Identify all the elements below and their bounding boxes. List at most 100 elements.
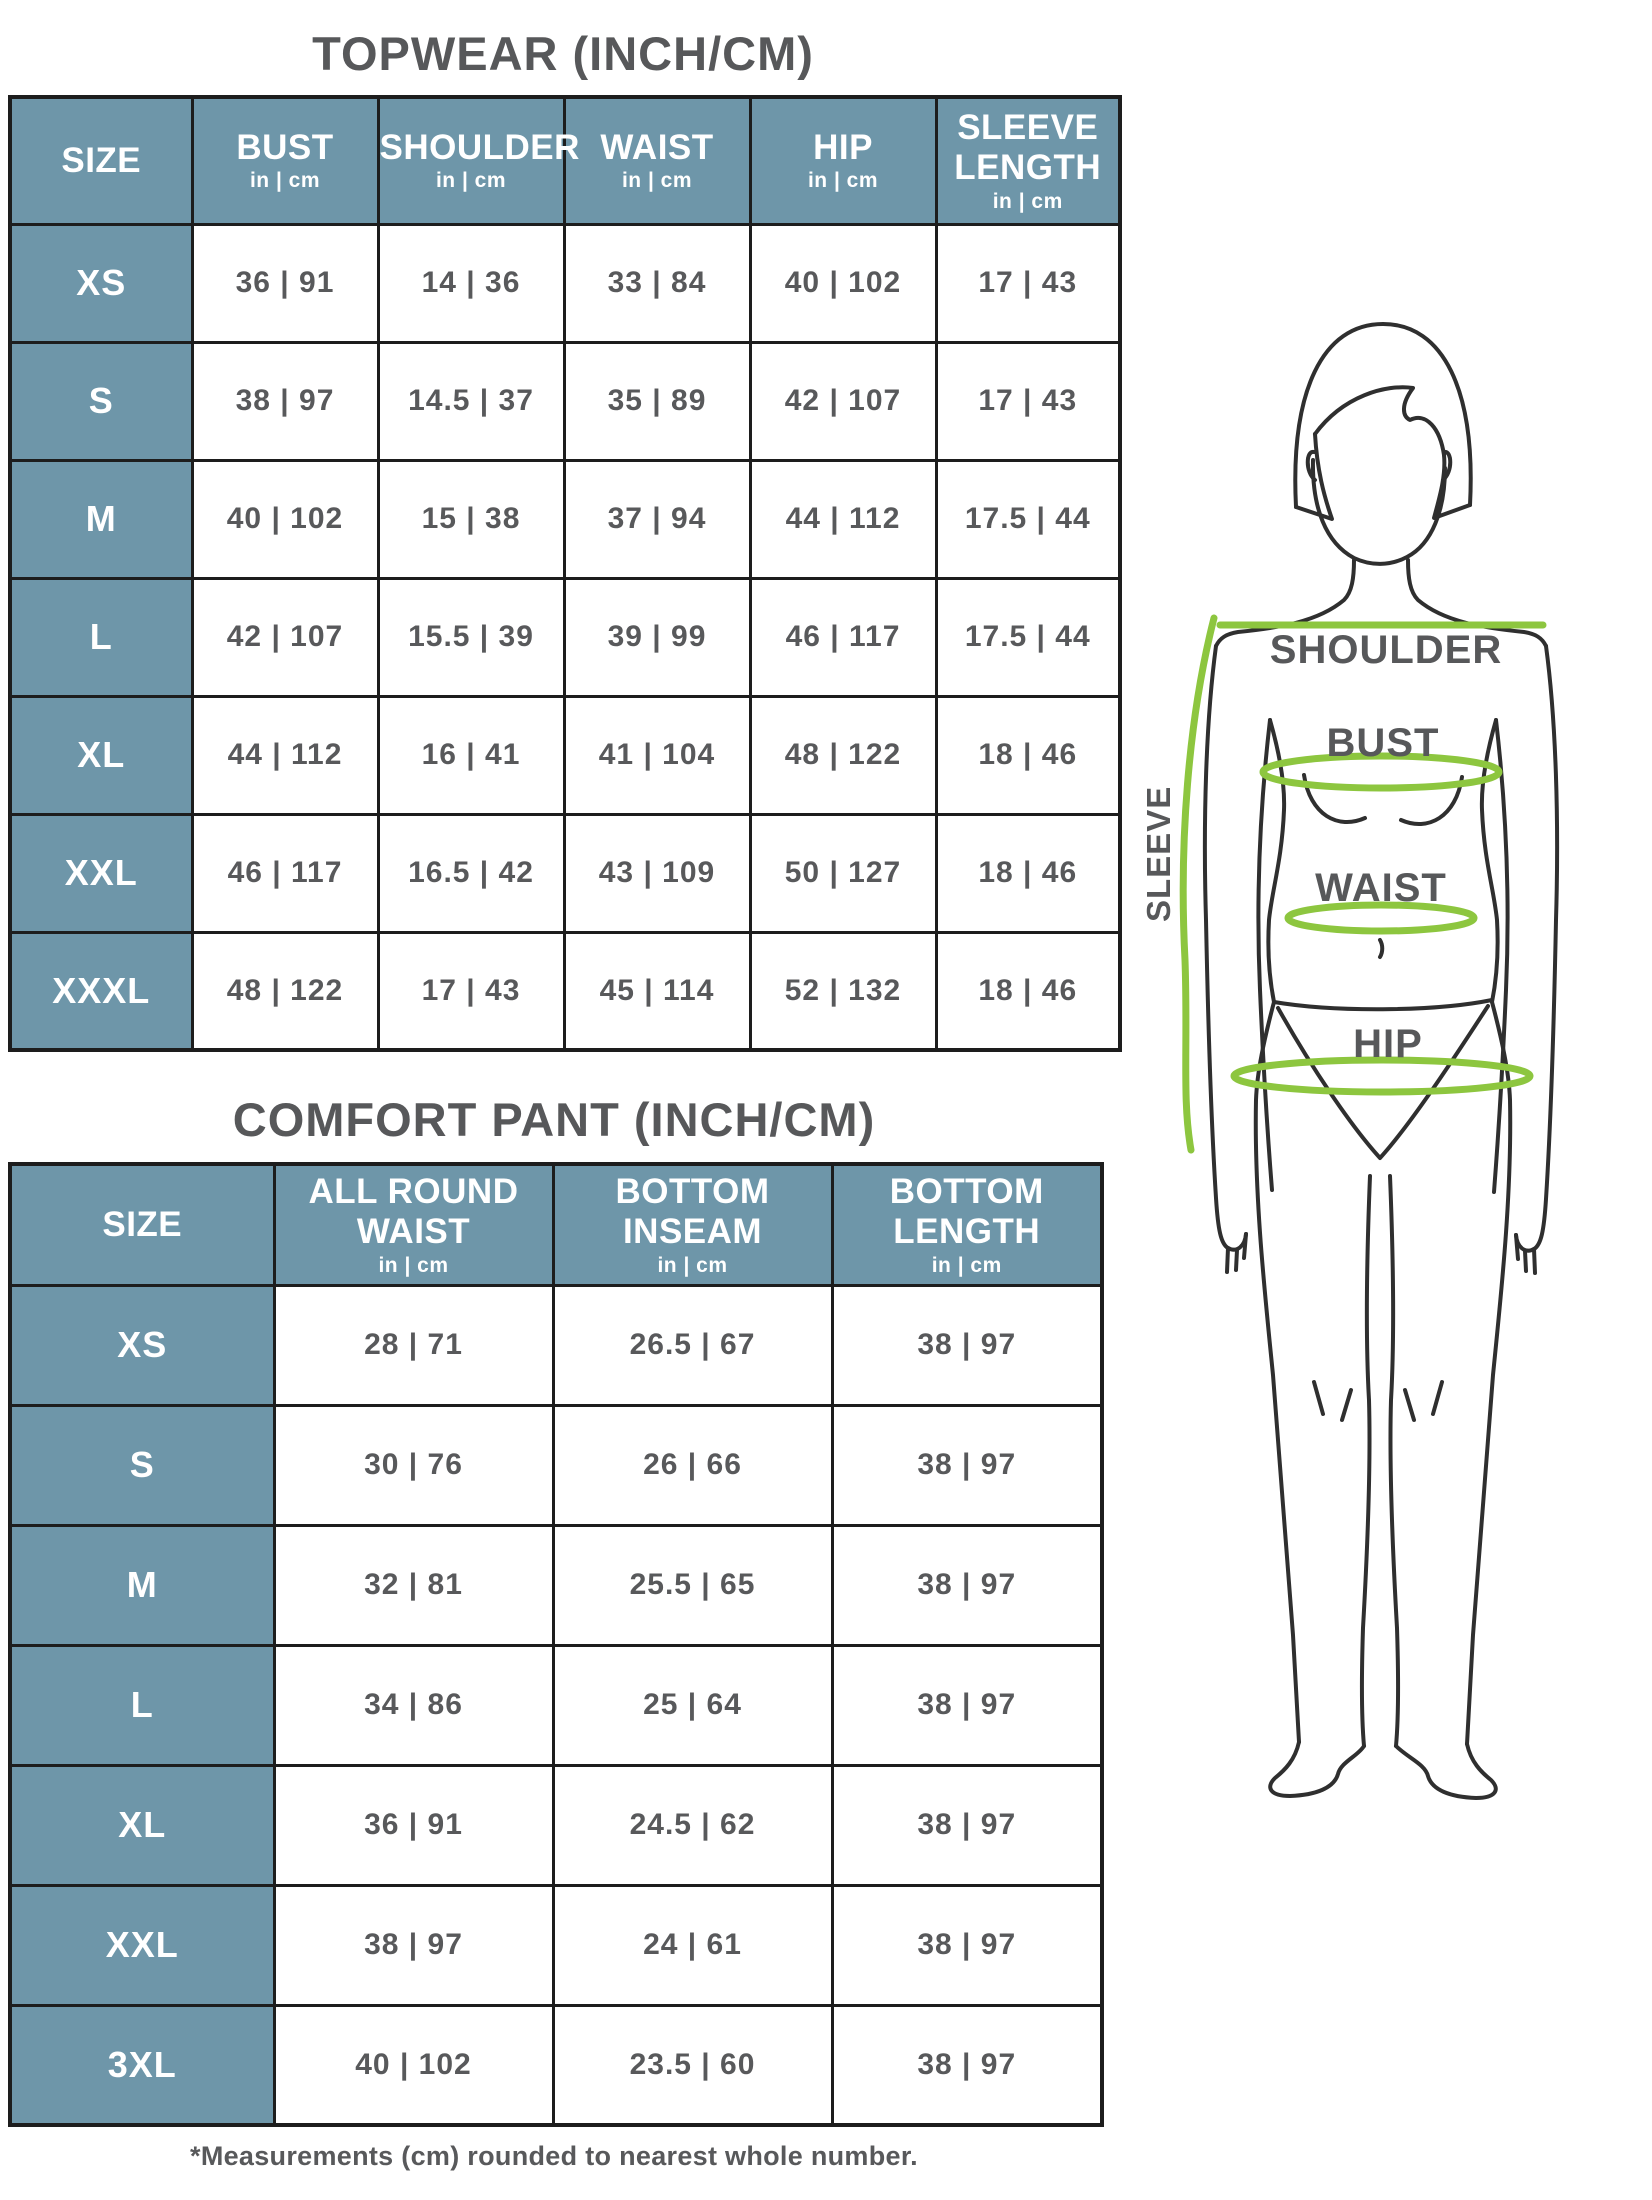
measurement-cell: 16.5 | 42	[376, 812, 566, 934]
pant-table-head: SIZE ALL ROUND WAIST in | cm BOTTOM INSEAM i…	[8, 1162, 1104, 1287]
size-label: L	[8, 1643, 276, 1767]
measurement-cell: 38 | 97	[190, 340, 380, 462]
column-header-unit: in | cm	[249, 169, 321, 193]
bust-measure-ellipse	[1259, 752, 1503, 792]
measurement-cell: 38 | 97	[830, 1403, 1104, 1527]
column-header-unit: in | cm	[807, 169, 879, 193]
measurement-cell: 45 | 114	[562, 930, 752, 1052]
torso-side-left	[1266, 718, 1287, 1004]
measurement-cell: 48 | 122	[190, 930, 380, 1052]
bust-label: BUST	[1327, 721, 1440, 765]
size-label: XXXL	[8, 930, 194, 1052]
measurement-cell: 30 | 76	[272, 1403, 555, 1527]
measurement-cell: 52 | 132	[748, 930, 938, 1052]
measurement-cell: 34 | 86	[272, 1643, 555, 1767]
foot-left	[1268, 1740, 1366, 1798]
measurement-cell: 40 | 102	[748, 222, 938, 344]
column-header-unit: in | cm	[992, 189, 1063, 213]
measurement-cell: 35 | 89	[562, 340, 752, 462]
topwear-header-row: SIZE BUST in | cm SHOULDER in | cm WAIST in | …	[8, 95, 1122, 226]
measurement-cell: 17 | 43	[934, 222, 1122, 344]
table-row: L 34 | 86 25 | 64 38 | 97	[8, 1643, 1104, 1767]
measurement-cell: 39 | 99	[562, 576, 752, 698]
measurement-cell: 24.5 | 62	[551, 1763, 834, 1887]
comfort-pant-size-table: SIZE ALL ROUND WAIST in | cm BOTTOM INSEAM i…	[8, 1162, 1104, 2127]
measurement-lines	[1179, 614, 1547, 1154]
topwear-size-table: SIZE BUST in | cm SHOULDER in | cm WAIST in | …	[8, 95, 1122, 1052]
leg-outer-right	[1465, 1000, 1513, 1746]
measurement-cell: 18 | 46	[934, 812, 1122, 934]
measurement-cell: 40 | 102	[190, 458, 380, 580]
measurement-cell: 44 | 112	[190, 694, 380, 816]
measurement-cell: 16 | 41	[376, 694, 566, 816]
measurement-cell: 32 | 81	[272, 1523, 555, 1647]
hair-tip-right	[1432, 453, 1472, 520]
measurement-cell: 40 | 102	[272, 2003, 555, 2127]
hair-fringe	[1313, 385, 1446, 457]
waist-measure-ellipse	[1284, 901, 1478, 935]
measurement-cell: 36 | 91	[272, 1763, 555, 1887]
column-header-label: WAIST	[600, 128, 714, 168]
measurement-cell: 38 | 97	[272, 1883, 555, 2007]
table-row: M 32 | 81 25.5 | 65 38 | 97	[8, 1523, 1104, 1647]
table-row: XL 44 | 112 16 | 41 41 | 104 48 | 122 18 | 46	[8, 694, 1122, 816]
ear-right	[1441, 450, 1453, 482]
measurement-cell: 26.5 | 67	[551, 1283, 834, 1407]
column-header: BOTTOM INSEAM in | cm	[551, 1162, 834, 1287]
pant-header-row: SIZE ALL ROUND WAIST in | cm BOTTOM INSEAM i…	[8, 1162, 1104, 1287]
body-outline	[1202, 322, 1560, 1800]
measurement-cell: 44 | 112	[748, 458, 938, 580]
measurement-cell: 17 | 43	[376, 930, 566, 1052]
column-header-unit: in | cm	[657, 1253, 728, 1277]
size-label: M	[8, 458, 194, 580]
measurement-cell: 50 | 127	[748, 812, 938, 934]
woman-outline-figure: SHOULDER BUST WAIST HIP SLEEVE	[1140, 322, 1560, 1800]
measurement-cell: 37 | 94	[562, 458, 752, 580]
column-header-label: BUST	[236, 128, 334, 168]
column-header: BOTTOM LENGTH in | cm	[830, 1162, 1104, 1287]
measurement-cell: 17 | 43	[934, 340, 1122, 462]
bust-curve-right	[1399, 775, 1464, 826]
size-label: XL	[8, 694, 194, 816]
hip-measure-ellipse	[1230, 1056, 1534, 1096]
arm-inner-right	[1492, 718, 1510, 1194]
column-header-label: BOTTOM LENGTH	[889, 1172, 1044, 1252]
column-header-unit: in | cm	[931, 1253, 1002, 1277]
hair-outline	[1293, 322, 1473, 509]
measurement-cell: 18 | 46	[934, 930, 1122, 1052]
leg-inner-left	[1359, 1174, 1372, 1748]
ear-left	[1305, 450, 1317, 482]
torso-side-right	[1479, 718, 1500, 1004]
sleeve-label: SLEEVE	[1140, 786, 1177, 922]
column-header-label: ALL ROUND WAIST	[308, 1172, 519, 1252]
table-row: XS 36 | 91 14 | 36 33 | 84 40 | 102 17 | 43	[8, 222, 1122, 344]
size-label: L	[8, 576, 194, 698]
table-row: XXL 38 | 97 24 | 61 38 | 97	[8, 1883, 1104, 2007]
measurement-cell: 15 | 38	[376, 458, 566, 580]
column-header: HIP in | cm	[748, 95, 938, 226]
measurement-cell: 42 | 107	[190, 576, 380, 698]
hand-right	[1514, 1233, 1537, 1275]
measurement-cell: 43 | 109	[562, 812, 752, 934]
column-header-unit: in | cm	[378, 1253, 449, 1277]
table-row: M 40 | 102 15 | 38 37 | 94 44 | 112 17.5 | 44	[8, 458, 1122, 580]
topwear-table-body: XS 36 | 91 14 | 36 33 | 84 40 | 102 17 | 43 S 3…	[8, 222, 1122, 1052]
size-label: XS	[8, 1283, 276, 1407]
shoulder-label: SHOULDER	[1270, 628, 1502, 672]
size-label: 3XL	[8, 2003, 276, 2127]
pant-table-body: XS 28 | 71 26.5 | 67 38 | 97 S 30 | 76 26 | 66…	[8, 1283, 1104, 2127]
navel	[1378, 938, 1385, 959]
knee-marks-right	[1403, 1380, 1444, 1422]
measurement-cell: 48 | 122	[748, 694, 938, 816]
measurement-cell: 38 | 97	[830, 1883, 1104, 2007]
measurement-cell: 26 | 66	[551, 1403, 834, 1527]
size-label: XS	[8, 222, 194, 344]
measurement-cell: 24 | 61	[551, 1883, 834, 2007]
knee-marks-left	[1312, 1380, 1353, 1422]
foot-right	[1394, 1742, 1498, 1800]
measurement-cell: 28 | 71	[272, 1283, 555, 1407]
column-header: SLEEVE LENGTH in | cm	[934, 95, 1122, 226]
measurement-cell: 14 | 36	[376, 222, 566, 344]
size-label: S	[8, 340, 194, 462]
column-header-label: HIP	[813, 128, 873, 168]
